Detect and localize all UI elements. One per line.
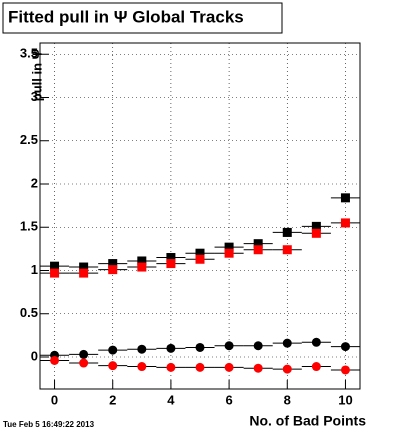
- y-tick-label: 0: [31, 348, 38, 363]
- y-tick-label: 3.5: [20, 46, 38, 61]
- marker: [282, 227, 292, 237]
- x-tick-label: 10: [338, 392, 352, 407]
- marker: [282, 364, 292, 374]
- marker: [166, 259, 176, 269]
- y-axis-label: pull in Ψ: [29, 49, 44, 101]
- marker: [253, 363, 263, 373]
- marker: [108, 259, 118, 269]
- chart-title: Fitted pull in Ψ Global Tracks: [8, 7, 244, 26]
- y-tick-label: 1.5: [20, 219, 38, 234]
- marker: [311, 337, 321, 347]
- marker: [224, 242, 234, 252]
- marker: [340, 342, 350, 352]
- x-tick-label: 0: [51, 392, 58, 407]
- marker: [253, 341, 263, 351]
- marker: [79, 349, 89, 359]
- x-tick-label: 4: [167, 392, 175, 407]
- marker: [50, 268, 60, 278]
- marker: [253, 245, 263, 255]
- y-tick-label: 2: [31, 175, 38, 190]
- marker: [224, 362, 234, 372]
- marker: [79, 262, 89, 272]
- y-tick-label: 1: [31, 262, 38, 277]
- marker: [166, 253, 176, 263]
- x-axis-label: No. of Bad Points: [249, 413, 366, 429]
- marker: [50, 261, 60, 271]
- marker: [195, 248, 205, 258]
- marker: [195, 362, 205, 372]
- marker: [50, 355, 60, 365]
- marker: [108, 265, 118, 275]
- marker: [224, 341, 234, 351]
- marker: [282, 245, 292, 255]
- marker: [108, 345, 118, 355]
- x-tick-label: 6: [225, 392, 232, 407]
- marker: [166, 362, 176, 372]
- marker: [311, 228, 321, 238]
- marker: [340, 218, 350, 228]
- marker: [282, 338, 292, 348]
- marker: [79, 268, 89, 278]
- marker: [311, 221, 321, 231]
- marker: [253, 239, 263, 249]
- y-tick-label: 3: [31, 89, 38, 104]
- title-box: [2, 2, 283, 34]
- timestamp: Tue Feb 5 16:49:22 2013: [3, 420, 95, 429]
- marker: [340, 193, 350, 203]
- marker: [137, 262, 147, 272]
- marker: [195, 254, 205, 264]
- marker: [166, 343, 176, 353]
- plot-frame: [39, 42, 361, 390]
- marker: [311, 362, 321, 372]
- y-tick-label: 2.5: [20, 132, 38, 147]
- marker: [79, 358, 89, 368]
- marker: [195, 342, 205, 352]
- x-tick-label: 8: [284, 392, 291, 407]
- marker: [137, 344, 147, 354]
- marker: [224, 248, 234, 258]
- marker: [137, 256, 147, 266]
- marker: [108, 361, 118, 371]
- y-tick-label: 0.5: [20, 305, 38, 320]
- x-tick-label: 2: [109, 392, 116, 407]
- marker: [340, 365, 350, 375]
- marker: [137, 362, 147, 372]
